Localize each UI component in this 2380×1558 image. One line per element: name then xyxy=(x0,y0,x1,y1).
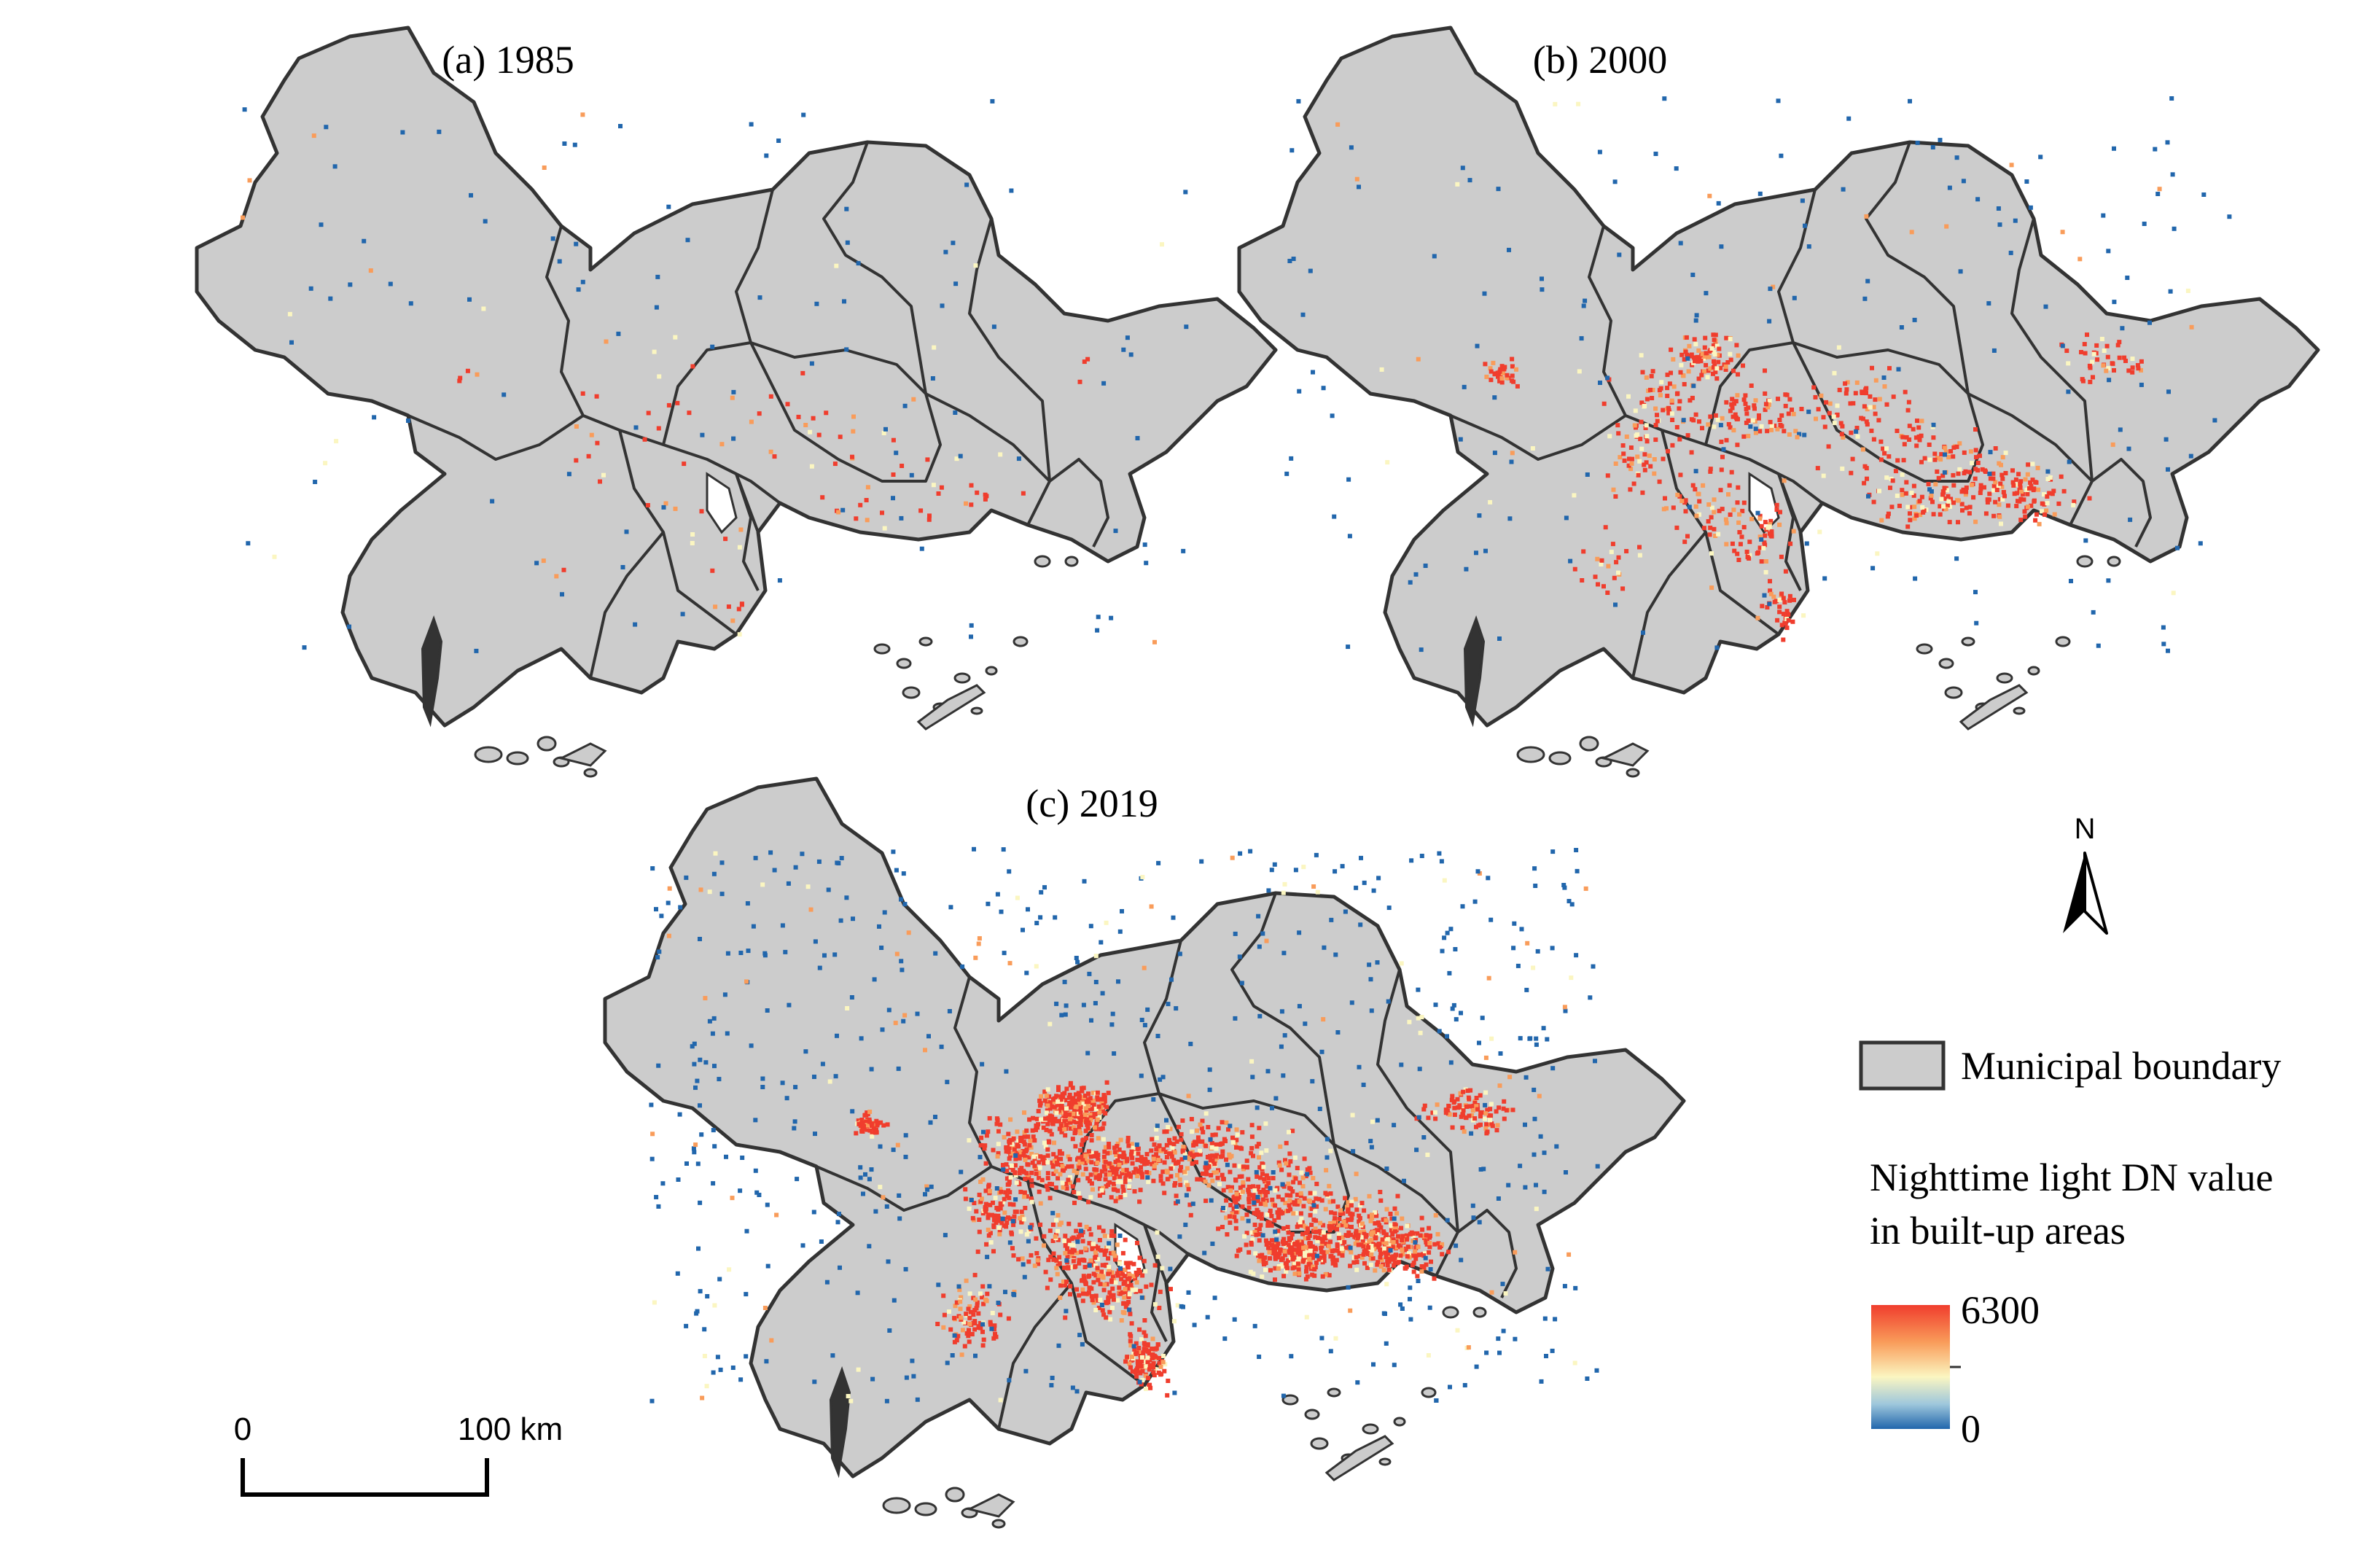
legend: Municipal boundary Nighttime light DN va… xyxy=(1859,1040,2281,1451)
legend-boundary-label: Municipal boundary xyxy=(1961,1044,2281,1088)
legend-max-label: 6300 xyxy=(1961,1288,2040,1332)
scale-bar-end-label: 100 km xyxy=(458,1411,563,1447)
legend-min-label: 0 xyxy=(1961,1407,1981,1451)
legend-ntl-title-line1: Nighttime light DN value xyxy=(1870,1156,2273,1199)
scale-bar: 0 100 km xyxy=(234,1411,563,1497)
north-arrow-icon xyxy=(2063,853,2085,933)
legend-color-ramp xyxy=(1871,1305,1950,1429)
map-panel-1985: (a) 1985 xyxy=(197,28,1276,776)
north-arrow-label: N xyxy=(2075,813,2096,845)
nighttime-light-pixels xyxy=(241,98,1189,653)
map-panel-2000: (b) 2000 xyxy=(1239,28,2318,776)
scale-bar-line xyxy=(241,1458,489,1497)
legend-ntl-title-line2: in built-up areas xyxy=(1870,1209,2126,1253)
north-arrow: N xyxy=(2063,813,2108,935)
nighttime-light-pixels xyxy=(649,846,1600,1403)
map-panel-2019: (c) 2019 xyxy=(605,779,1684,1527)
panel-label: (b) 2000 xyxy=(1533,38,1667,82)
nighttime-light-pixels xyxy=(1284,96,2232,653)
scale-bar-start-label: 0 xyxy=(234,1411,251,1447)
panel-label: (a) 1985 xyxy=(442,38,574,82)
legend-boundary-swatch xyxy=(1859,1040,1946,1091)
panel-label: (c) 2019 xyxy=(1026,782,1158,825)
